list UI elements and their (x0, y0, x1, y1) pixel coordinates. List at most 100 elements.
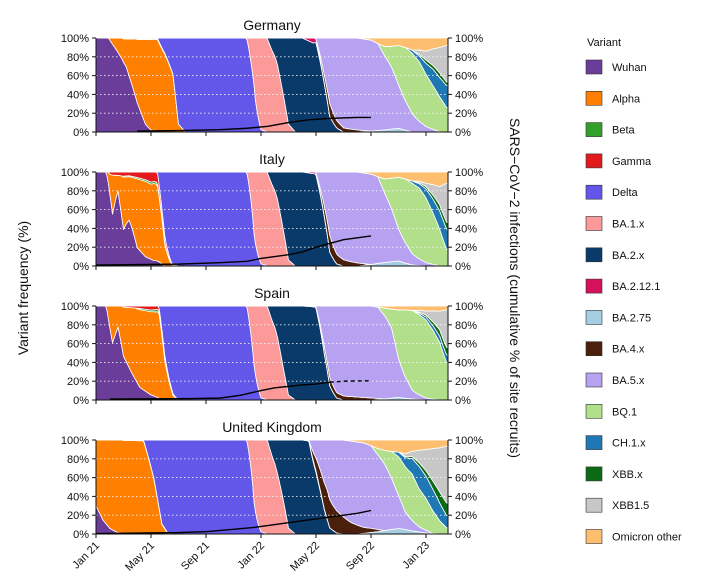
y-tick-label-right: 80% (455, 186, 477, 198)
legend-label-ba-2-12-1: BA.2.12.1 (612, 281, 660, 293)
legend-swatch-ba-2-75 (585, 310, 603, 325)
legend-swatch-bq-1 (585, 403, 603, 419)
panel-title: Spain (254, 285, 290, 301)
x-tick-label: Jan 22 (235, 540, 267, 572)
panel-title: Italy (259, 151, 285, 167)
y-tick-label-left: 40% (67, 223, 89, 235)
legend-label-bq-1: BQ.1 (612, 406, 637, 418)
panel-united-kingdom: United Kingdom 0% 0% 20% 20% 40% 40% 60% 60% 80% 8… (61, 419, 483, 541)
legend-swatch-xbb1-5 (585, 497, 603, 513)
y-tick-label-right: 40% (455, 89, 477, 101)
y-tick-label-right: 40% (455, 491, 477, 503)
infection-curve (137, 116, 371, 132)
y-tick-label-left: 60% (67, 473, 89, 485)
y-tick-label-left: 20% (67, 510, 89, 522)
legend-label-ch-1-x: CH.1.x (612, 438, 646, 450)
y-tick-label-left: 80% (67, 320, 89, 332)
y-tick-label-left: 60% (67, 205, 89, 217)
y-tick-label-left: 0% (73, 529, 89, 541)
x-tick-label: Jan 21 (70, 540, 102, 572)
x-tick-label: May 21 (123, 540, 157, 574)
y-tick-label-right: 100% (455, 167, 483, 179)
y-tick-label-left: 100% (61, 167, 89, 179)
legend-label-xbb-x: XBB.x (612, 469, 643, 481)
infection-curve (95, 509, 372, 535)
legend-swatch-gamma (585, 153, 603, 169)
y-tick-label-right: 40% (455, 223, 477, 235)
y-tick-label-right: 100% (455, 435, 483, 447)
panel-italy: Italy 0% 0% 20% 20% 40% 40% 60% 60% 80% 80% 100% 100… (61, 151, 483, 273)
panels: Germany 0% 0% 20% 20% 40% 40% 60% 60% 80% 80% 100% 1… (61, 17, 483, 574)
y-tick-label-left: 40% (67, 357, 89, 369)
x-tick-label: Sep 21 (179, 540, 212, 573)
x-tick-label: Jan 23 (400, 540, 432, 572)
y-tick-label-right: 20% (455, 376, 477, 388)
legend-label-omicron-other: Omicron other (612, 532, 682, 544)
legend-swatch-ba-5-x (585, 372, 603, 388)
y-tick-label-left: 40% (67, 89, 89, 101)
y-tick-label-left: 80% (67, 186, 89, 198)
y-tick-label-right: 60% (455, 339, 477, 351)
legend-swatch-delta (585, 184, 603, 200)
infection-curve (109, 381, 330, 400)
legend-swatch-xbb-x (585, 466, 603, 482)
y-tick-label-left: 0% (73, 261, 89, 273)
legend-label-gamma: Gamma (612, 156, 652, 168)
y-tick-label-right: 80% (455, 52, 477, 64)
y-tick-label-right: 40% (455, 357, 477, 369)
y-axis-label-right: SARS−CoV−2 infections (cumulative % of s… (507, 118, 523, 458)
legend-label-ba-5-x: BA.5.x (612, 375, 645, 387)
y-tick-label-left: 100% (61, 435, 89, 447)
x-tick-label: Sep 22 (344, 540, 377, 573)
legend-swatch-omicron-other (585, 529, 603, 544)
y-tick-label-right: 20% (455, 510, 477, 522)
y-tick-label-right: 60% (455, 473, 477, 485)
y-tick-label-left: 80% (67, 52, 89, 64)
y-tick-label-right: 20% (455, 108, 477, 120)
legend-swatch-ba-2-x (585, 247, 603, 263)
legend-label-ba-2-75: BA.2.75 (612, 312, 651, 324)
legend-swatch-ba-1-x (585, 216, 603, 231)
y-tick-label-right: 100% (455, 301, 483, 313)
y-tick-label-left: 60% (67, 339, 89, 351)
y-tick-label-left: 80% (67, 454, 89, 466)
x-tick-label: May 22 (288, 540, 322, 574)
legend-label-ba-1-x: BA.1.x (612, 219, 645, 231)
y-tick-label-left: 100% (61, 33, 89, 45)
y-tick-label-left: 0% (73, 127, 89, 139)
y-tick-label-right: 60% (455, 71, 477, 83)
legend-label-ba-4-x: BA.4.x (612, 344, 645, 356)
legend-swatch-ch-1-x (585, 435, 603, 450)
legend-label-wuhan: Wuhan (612, 62, 647, 74)
y-tick-label-left: 0% (73, 395, 89, 407)
y-tick-label-left: 100% (61, 301, 89, 313)
y-tick-label-right: 60% (455, 205, 477, 217)
y-tick-label-left: 20% (67, 108, 89, 120)
y-tick-label-left: 20% (67, 376, 89, 388)
legend-swatch-wuhan (585, 59, 603, 75)
legend-swatch-ba-4-x (585, 341, 603, 357)
legend-items: Wuhan Alpha Beta Gamma Delta BA.1.x BA.2.x BA.2… (585, 59, 682, 544)
y-tick-label-right: 100% (455, 33, 483, 45)
y-tick-label-right: 0% (455, 529, 471, 541)
legend-swatch-ba-2-12-1 (585, 278, 603, 294)
y-tick-label-right: 0% (455, 261, 471, 273)
y-tick-label-left: 40% (67, 491, 89, 503)
y-tick-label-left: 20% (67, 242, 89, 254)
legend-label-xbb1-5: XBB1.5 (612, 500, 649, 512)
legend-swatch-beta (585, 122, 603, 137)
infection-curve (95, 235, 372, 266)
legend-label-beta: Beta (612, 125, 636, 137)
legend-title: Variant (587, 37, 621, 49)
panel-germany: Germany 0% 0% 20% 20% 40% 40% 60% 60% 80% 80% 100% 1… (61, 17, 483, 139)
legend-label-alpha: Alpha (612, 93, 641, 105)
legend-swatch-alpha (585, 91, 603, 106)
panel-spain: Spain 0% 0% 20% 20% 40% 40% 60% 60% 80% 80% 100% 100… (61, 285, 483, 407)
y-tick-label-right: 0% (455, 395, 471, 407)
y-tick-label-right: 80% (455, 454, 477, 466)
y-tick-label-right: 80% (455, 320, 477, 332)
legend-label-delta: Delta (612, 187, 639, 199)
legend: Variant Wuhan Alpha Beta Gamma Delta BA.1.x BA… (585, 37, 682, 544)
